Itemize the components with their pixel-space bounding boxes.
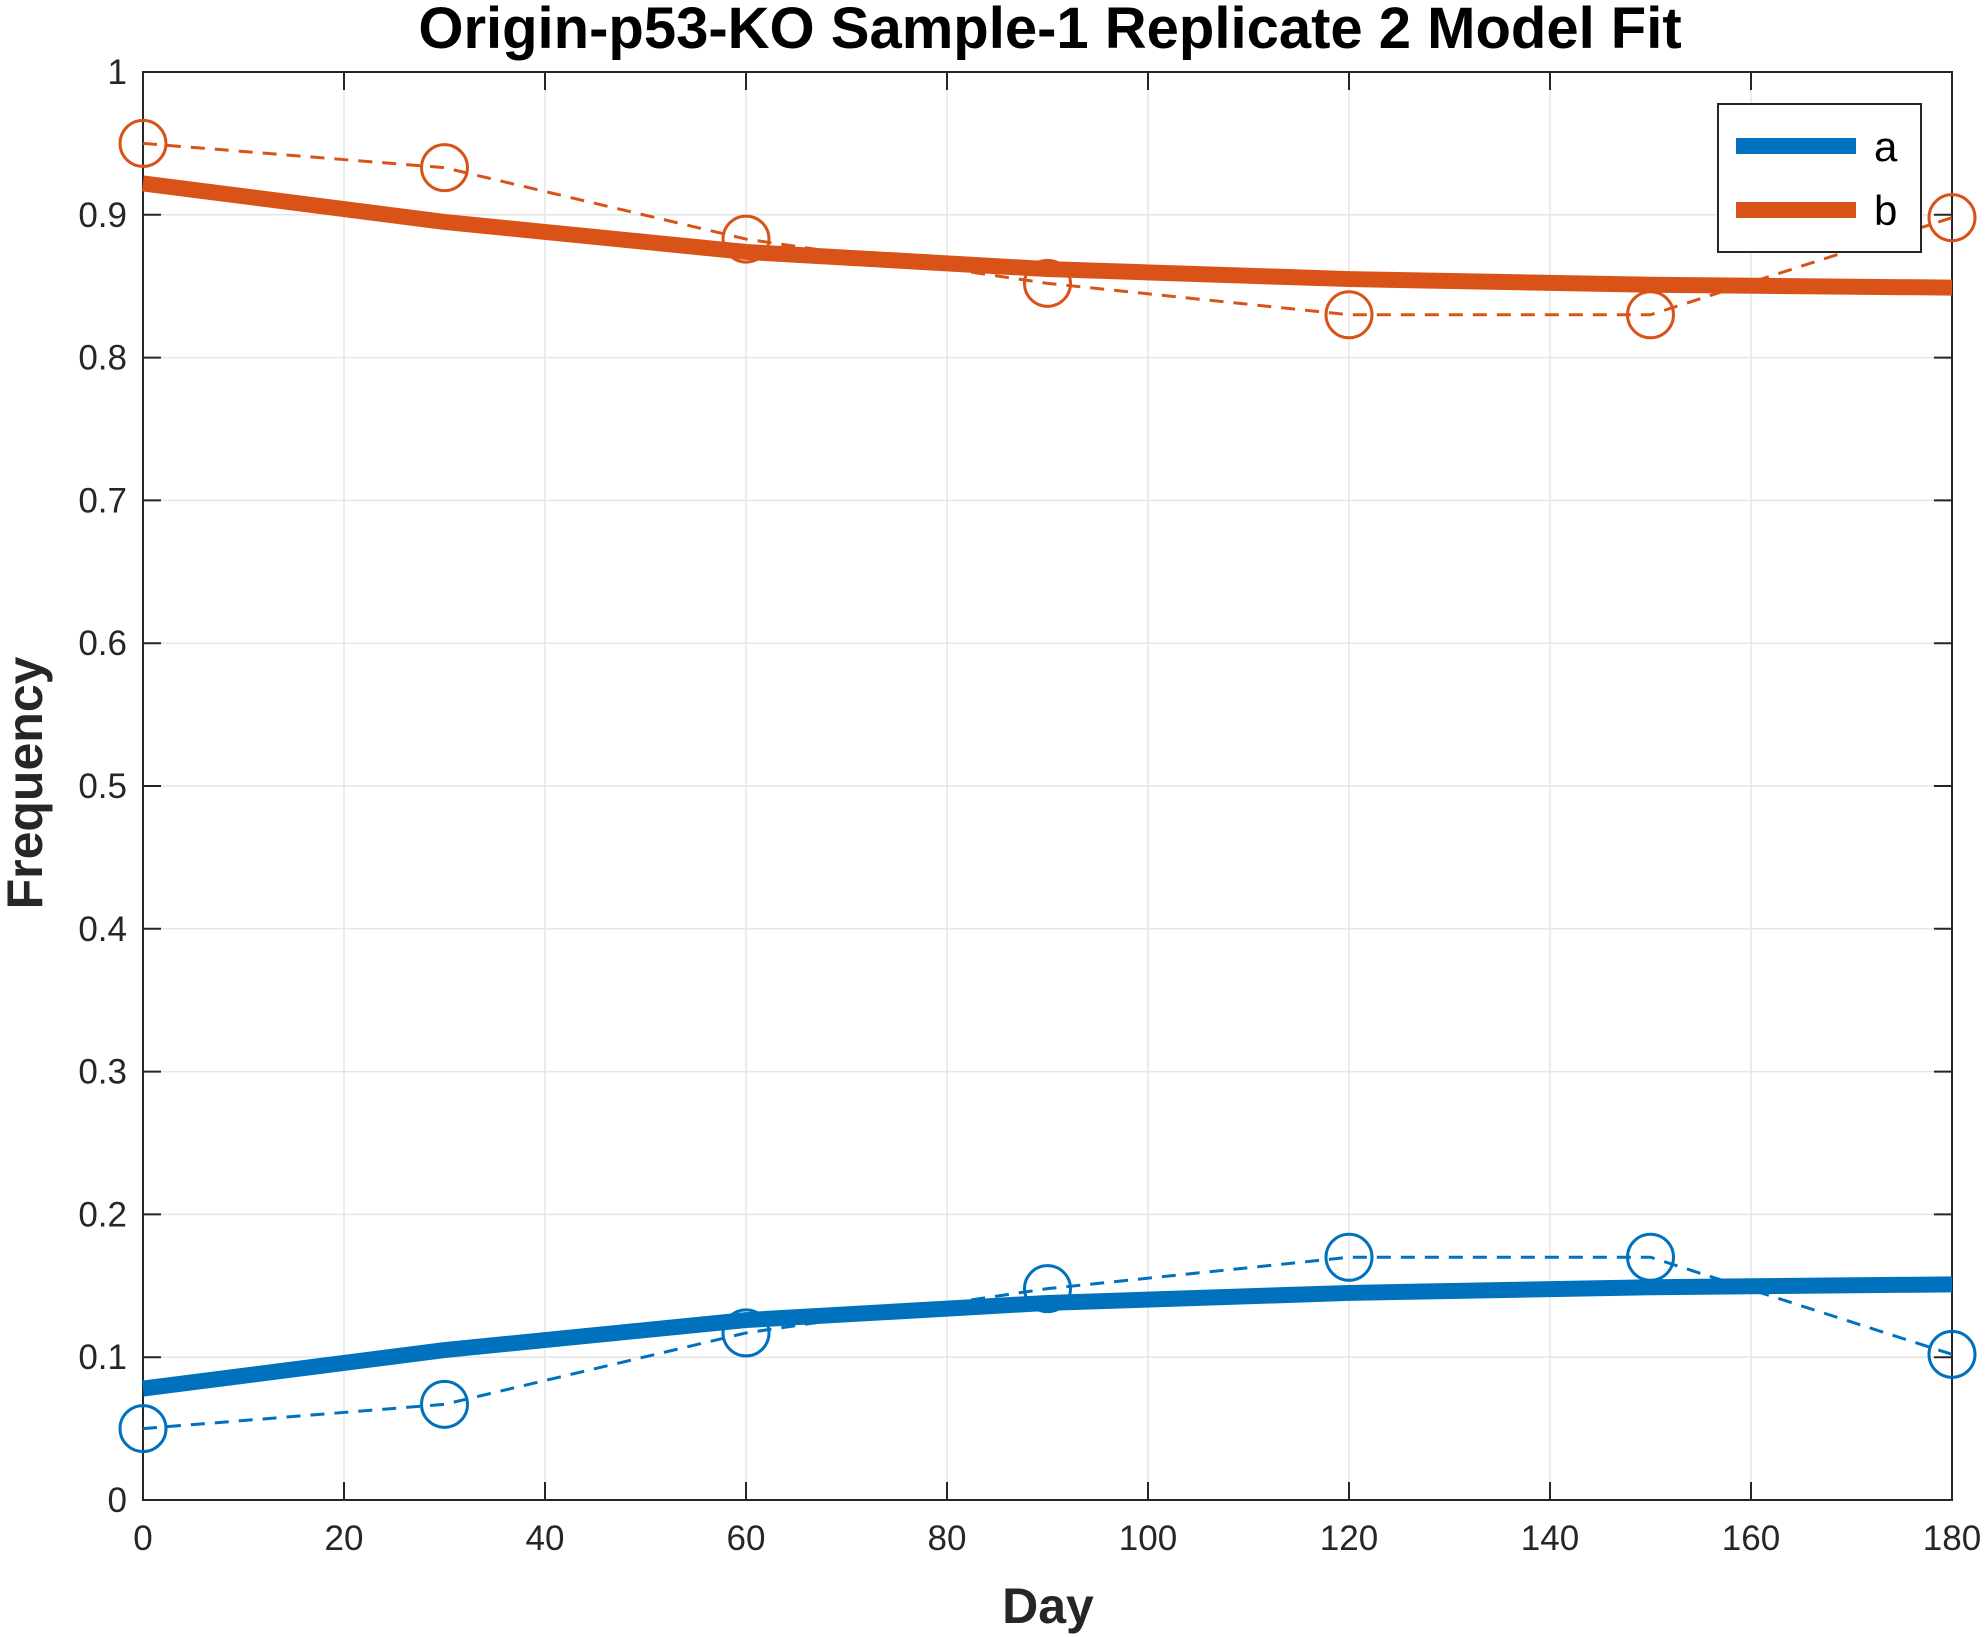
- y-tick-label: 0.9: [78, 196, 127, 235]
- series-a: [118, 1232, 1977, 1454]
- axis-ticks: 0 20 40 60 80 100 120 140 160 180 0 0.1 0.2 0.3 0.4 0.5…: [78, 53, 1981, 1558]
- data-point-b: [1927, 193, 1977, 243]
- observed-line-a: [142, 1255, 1953, 1431]
- y-tick-label: 0.4: [78, 910, 127, 949]
- y-axis-label: Frequency: [0, 656, 53, 909]
- data-point-a: [1927, 1329, 1977, 1379]
- data-point-b: [1324, 290, 1374, 340]
- fit-line-b: [141, 175, 1953, 296]
- data-point-b: [1626, 290, 1675, 340]
- data-point-b: [118, 118, 168, 168]
- data-point-a: [1023, 1264, 1072, 1314]
- data-point-b: [420, 143, 469, 193]
- data-point-a: [1324, 1232, 1374, 1282]
- x-tick-label: 120: [1320, 1519, 1378, 1558]
- x-tick-label: 160: [1722, 1519, 1780, 1558]
- y-tick-label: 0.6: [78, 624, 127, 663]
- data-point-a: [420, 1379, 469, 1429]
- x-tick-label: 140: [1521, 1519, 1579, 1558]
- y-tick-label: 0: [108, 1481, 127, 1520]
- y-tick-label: 0.5: [78, 767, 127, 806]
- data-point-a: [118, 1404, 168, 1454]
- chart-title: Origin-p53-KO Sample-1 Replicate 2 Model…: [418, 0, 1681, 61]
- y-tick-label: 0.8: [78, 339, 127, 378]
- legend-label-a: a: [1874, 123, 1898, 170]
- data-point-b: [1023, 258, 1072, 308]
- legend: ab: [1717, 103, 1922, 253]
- series-b: [118, 118, 1977, 340]
- x-tick-label: 180: [1923, 1519, 1981, 1558]
- fit-line-a: [141, 1276, 1953, 1397]
- data-point-b: [721, 214, 771, 264]
- data-point-a: [1626, 1232, 1675, 1282]
- y-tick-label: 0.7: [78, 481, 127, 520]
- series-layer: [118, 118, 1977, 1454]
- x-tick-label: 80: [928, 1519, 967, 1558]
- x-tick-label: 20: [325, 1519, 364, 1558]
- y-tick-label: 0.2: [78, 1195, 127, 1234]
- x-axis-label: Day: [1002, 1578, 1094, 1634]
- y-tick-label: 0.3: [78, 1053, 127, 1092]
- legend-label-b: b: [1874, 187, 1897, 234]
- x-tick-label: 100: [1119, 1519, 1177, 1558]
- y-tick-label: 0.1: [78, 1338, 127, 1377]
- data-point-a: [721, 1308, 771, 1358]
- y-tick-label: 1: [108, 53, 127, 92]
- legend-box: [1717, 103, 1922, 253]
- x-tick-label: 0: [133, 1519, 152, 1558]
- observed-line-b: [142, 141, 1953, 317]
- x-tick-label: 40: [526, 1519, 565, 1558]
- x-tick-label: 60: [727, 1519, 766, 1558]
